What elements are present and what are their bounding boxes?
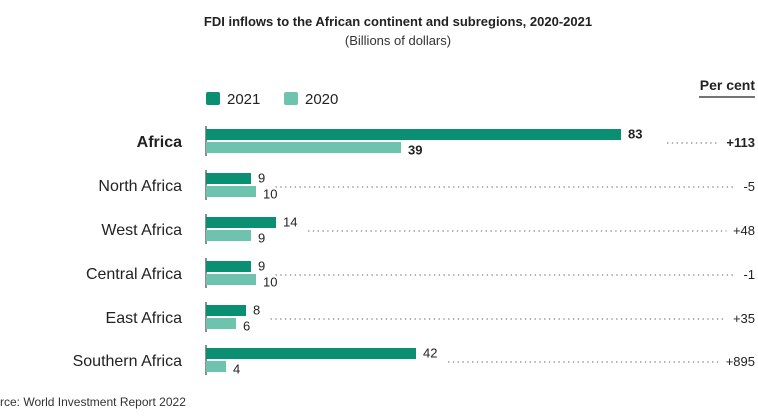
category-label-east-africa: East Africa (106, 310, 183, 327)
bar-2021-southern-africa (206, 348, 416, 359)
bar-2020-central-africa (206, 274, 256, 285)
category-label-west-africa: West Africa (101, 222, 182, 239)
bar-2020-africa (206, 142, 401, 153)
category-label-africa: Africa (137, 134, 182, 151)
value-label-2020-east-africa: 6 (243, 319, 250, 334)
bar-2021-west-africa (206, 217, 276, 228)
percent-change-africa: +113 (726, 135, 755, 150)
legend: 2021 2020 (206, 91, 338, 108)
legend-swatch-2020 (284, 92, 298, 105)
value-label-2020-southern-africa: 4 (233, 362, 240, 377)
value-label-2021-africa: 83 (628, 127, 642, 142)
value-label-2020-africa: 39 (408, 143, 422, 158)
bar-2020-north-africa (206, 186, 256, 197)
percent-change-east-africa: +35 (733, 311, 755, 326)
value-label-2021-central-africa: 9 (258, 259, 265, 274)
bar-2021-central-africa (206, 261, 251, 272)
value-label-2020-west-africa: 9 (258, 231, 265, 246)
bar-2021-africa (206, 129, 621, 140)
value-label-2021-west-africa: 14 (283, 215, 297, 230)
value-label-2020-central-africa: 10 (263, 275, 277, 290)
value-label-2021-north-africa: 9 (258, 171, 265, 186)
category-label-central-africa: Central Africa (86, 266, 182, 283)
chart-subtitle: (Billions of dollars) (345, 33, 451, 48)
bar-2021-east-africa (206, 305, 246, 316)
percent-change-southern-africa: +895 (726, 354, 755, 369)
value-label-2020-north-africa: 10 (263, 187, 277, 202)
percent-header: Per cent (700, 77, 756, 93)
bar-2020-southern-africa (206, 361, 226, 372)
bar-2020-east-africa (206, 318, 236, 329)
legend-label-2021: 2021 (227, 91, 260, 108)
chart-title: FDI inflows to the African continent and… (204, 14, 592, 29)
percent-change-central-africa: -1 (743, 267, 755, 282)
source-note: rce: World Investment Report 2022 (0, 395, 186, 409)
legend-swatch-2021 (206, 92, 220, 105)
value-label-2021-east-africa: 8 (253, 303, 260, 318)
percent-change-north-africa: -5 (743, 179, 755, 194)
bar-2021-north-africa (206, 173, 251, 184)
category-label-southern-africa: Southern Africa (73, 353, 183, 370)
value-label-2021-southern-africa: 42 (423, 346, 437, 361)
bar-2020-west-africa (206, 230, 251, 241)
legend-label-2020: 2020 (305, 91, 338, 108)
percent-change-west-africa: +48 (733, 223, 755, 238)
category-label-north-africa: North Africa (98, 178, 182, 195)
